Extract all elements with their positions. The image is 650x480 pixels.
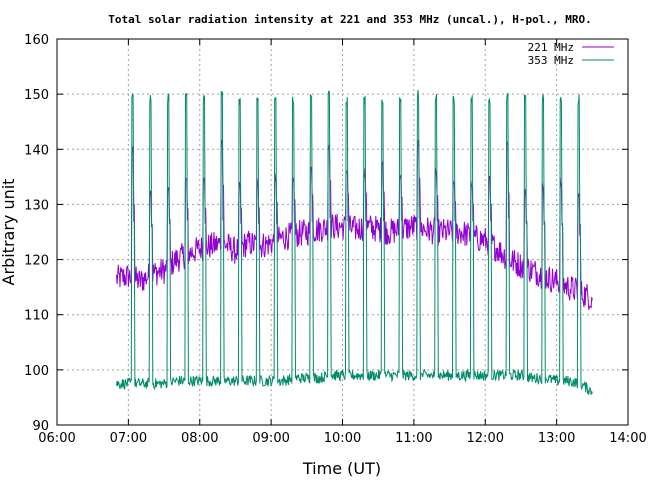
x-tick-label: 12:00: [467, 431, 504, 446]
x-tick-label: 09:00: [252, 431, 289, 446]
series-353mhz-line: [116, 89, 593, 395]
y-axis-label: Arbitrary unit: [0, 179, 18, 286]
y-tick-label: 130: [24, 198, 49, 213]
chart-title: Total solar radiation intensity at 221 a…: [108, 13, 591, 26]
y-tick-label: 140: [24, 143, 49, 158]
axis-ticks: 06:00 07:00 08:00 09:00 10:00 11:00 12:00 13:00…: [24, 33, 647, 446]
plot-area: [116, 89, 593, 395]
y-tick-label: 160: [24, 33, 49, 48]
y-tick-label: 100: [24, 364, 49, 379]
legend-353mhz-label: 353 MHz: [528, 54, 574, 67]
y-tick-label: 110: [24, 309, 49, 324]
y-tick-label: 90: [32, 419, 49, 434]
legend-221mhz-label: 221 MHz: [528, 41, 574, 54]
y-tick-label: 150: [24, 88, 49, 103]
series-221mhz-line: [116, 139, 593, 310]
x-axis-label: Time (UT): [302, 459, 381, 478]
x-tick-label: 11:00: [395, 431, 432, 446]
x-tick-label: 14:00: [609, 431, 646, 446]
x-tick-label: 06:00: [38, 431, 75, 446]
x-tick-label: 07:00: [110, 431, 147, 446]
x-tick-label: 10:00: [324, 431, 361, 446]
x-tick-label: 08:00: [181, 431, 218, 446]
y-tick-label: 120: [24, 254, 49, 269]
x-tick-label: 13:00: [538, 431, 575, 446]
